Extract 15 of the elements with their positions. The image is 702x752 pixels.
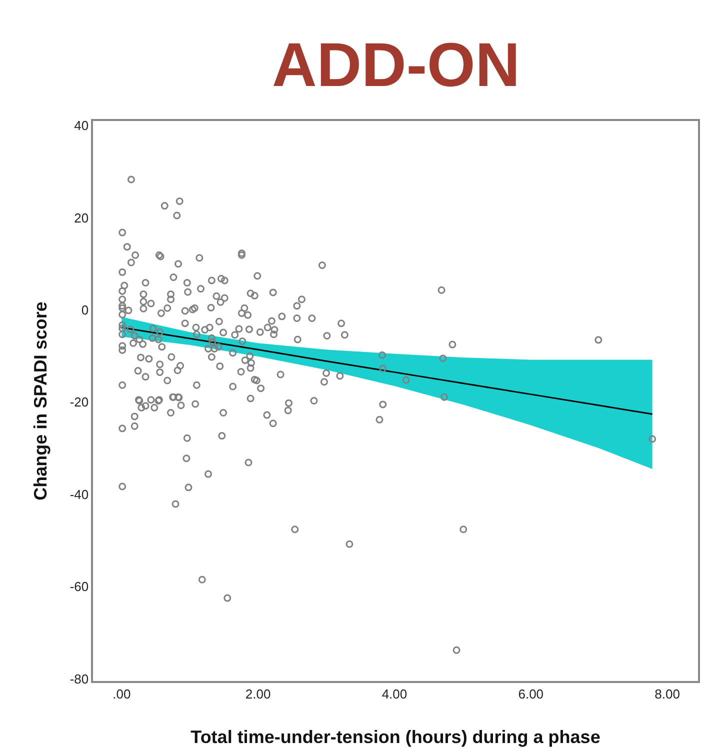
y-tick-label: -20: [70, 394, 89, 410]
y-tick-label: 0: [81, 302, 89, 318]
y-tick-label: -80: [70, 671, 89, 686]
x-tick-label: 4.00: [382, 686, 408, 702]
chart-title: ADD-ON: [272, 31, 520, 100]
y-tick-label: 20: [74, 210, 89, 226]
x-tick-label: 2.00: [245, 686, 271, 702]
x-tick-label: 6.00: [518, 686, 544, 702]
x-tick-label: 8.00: [654, 686, 680, 702]
y-tick-label: -40: [70, 486, 89, 502]
x-axis-title: Total time-under-tension (hours) during a phase: [190, 726, 600, 747]
y-tick-label: 40: [74, 118, 89, 134]
x-tick-label: .00: [112, 686, 131, 702]
y-axis-title: Change in SPADI score: [30, 302, 51, 500]
y-tick-label: -60: [70, 579, 89, 594]
